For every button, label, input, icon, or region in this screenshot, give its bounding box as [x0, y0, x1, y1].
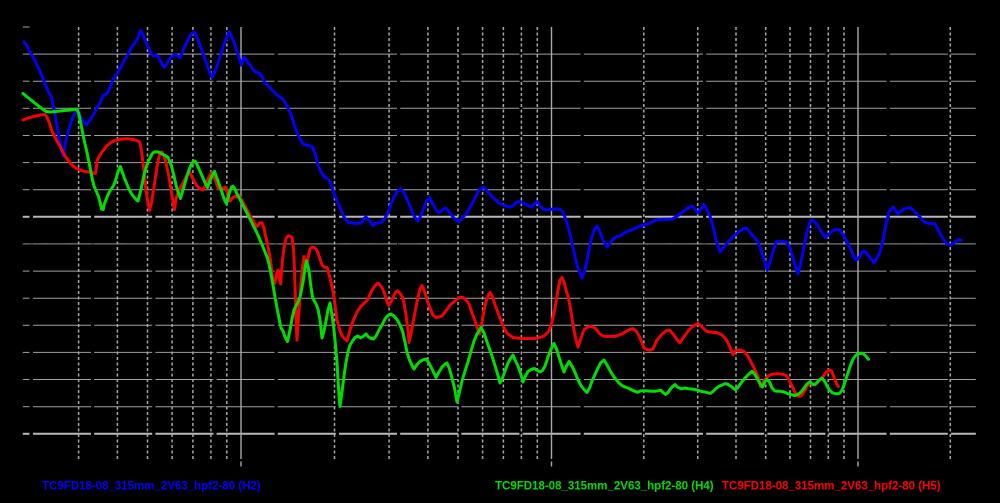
svg-text:TC9FD18-08_315mm_2V63_hpf2-80: TC9FD18-08_315mm_2V63_hpf2-80 (H5) [722, 481, 941, 493]
svg-text:TC9FD18-08_315mm_2V63_hpf2-80: TC9FD18-08_315mm_2V63_hpf2-80 (H4) [495, 481, 714, 493]
svg-text:TC9FD18-08_315mm_2V63_hpf2-80: TC9FD18-08_315mm_2V63_hpf2-80 (H2) [42, 481, 261, 493]
